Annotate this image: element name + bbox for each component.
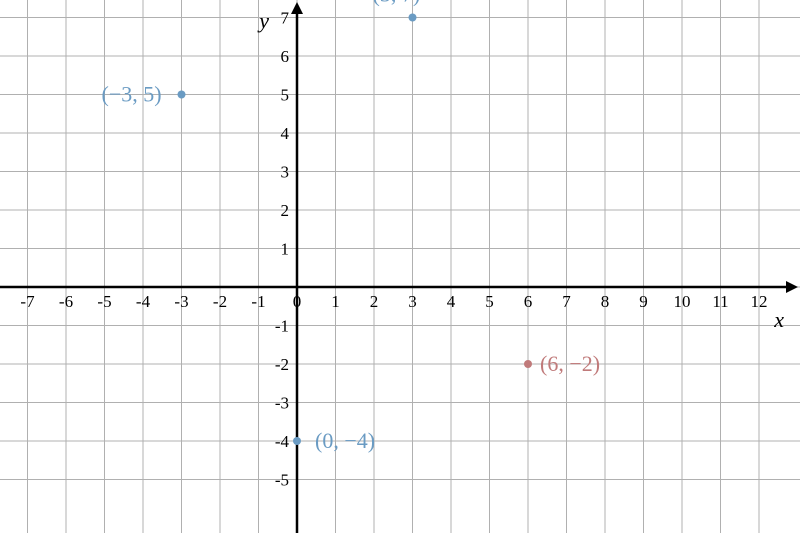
data-point <box>409 14 417 22</box>
y-axis-arrow <box>291 2 303 14</box>
data-point-label: (0, −4) <box>315 428 375 453</box>
x-tick-label: 5 <box>485 292 494 311</box>
x-tick-label: 6 <box>524 292 533 311</box>
x-axis-label: x <box>773 307 784 332</box>
x-tick-label: -6 <box>59 292 73 311</box>
x-tick-label: 1 <box>331 292 340 311</box>
data-point-label: (6, −2) <box>540 351 600 376</box>
x-tick-label: 4 <box>447 292 456 311</box>
data-point-label: (3, 7) <box>373 0 421 7</box>
x-tick-label: 2 <box>370 292 379 311</box>
x-tick-label: 8 <box>601 292 610 311</box>
data-point <box>178 91 186 99</box>
x-tick-label: 10 <box>674 292 691 311</box>
x-tick-label: 7 <box>562 292 571 311</box>
y-axis-label: y <box>257 8 269 33</box>
data-point-label: (−3, 5) <box>102 82 162 107</box>
x-tick-label: -5 <box>97 292 111 311</box>
y-tick-label: 5 <box>281 86 290 105</box>
y-tick-label: -1 <box>275 317 289 336</box>
coordinate-plane-chart: -7-6-5-4-3-2-10123456789101112-5-4-3-2-1… <box>0 0 800 533</box>
y-tick-label: -4 <box>275 432 290 451</box>
x-tick-label: 12 <box>751 292 768 311</box>
y-tick-label: 2 <box>281 201 290 220</box>
x-tick-label: -4 <box>136 292 151 311</box>
x-tick-label: 11 <box>712 292 728 311</box>
x-axis-arrow <box>786 281 798 293</box>
x-tick-label: -3 <box>174 292 188 311</box>
x-tick-label: 9 <box>639 292 648 311</box>
data-point <box>293 437 301 445</box>
chart-svg: -7-6-5-4-3-2-10123456789101112-5-4-3-2-1… <box>0 0 800 533</box>
x-tick-label: -1 <box>251 292 265 311</box>
y-tick-label: 6 <box>281 47 290 66</box>
y-tick-label: 4 <box>281 124 290 143</box>
y-tick-label: 1 <box>281 240 290 259</box>
y-tick-label: -2 <box>275 355 289 374</box>
y-tick-label: 3 <box>281 163 290 182</box>
x-tick-label: 3 <box>408 292 417 311</box>
x-tick-label: 0 <box>293 292 302 311</box>
data-point <box>524 360 532 368</box>
x-tick-label: -7 <box>20 292 35 311</box>
x-tick-label: -2 <box>213 292 227 311</box>
y-tick-label: -3 <box>275 394 289 413</box>
y-tick-label: 7 <box>281 9 290 28</box>
y-tick-label: -5 <box>275 471 289 490</box>
